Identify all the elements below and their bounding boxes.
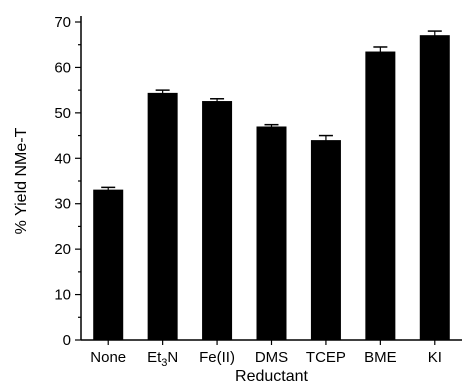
bar <box>147 92 178 341</box>
bars <box>93 30 450 341</box>
y-tick-label: 60 <box>54 59 71 76</box>
bar <box>93 189 124 340</box>
y-axis-title: % Yield NMe-T <box>13 127 30 234</box>
x-tick-label: DMS <box>255 349 288 366</box>
x-tick-labels: None Et3N Fe(II) DMS TCEP BME KI <box>90 349 442 369</box>
x-axis-title: Reductant <box>235 368 308 385</box>
bar <box>256 126 287 340</box>
y-tick-label: 0 <box>63 332 71 349</box>
y-tick-label: 20 <box>54 241 71 258</box>
y-tick-label: 70 <box>54 14 71 31</box>
y-tick-label: 30 <box>54 196 71 213</box>
x-tick-label: Fe(II) <box>199 349 235 366</box>
x-tick-label: KI <box>428 349 442 366</box>
y-tick-label: 10 <box>54 287 71 304</box>
axes <box>75 16 462 345</box>
x-tick-label: Et3N <box>147 349 178 369</box>
x-tick-label: TCEP <box>306 349 346 366</box>
y-tick-label: 50 <box>54 105 71 122</box>
bar <box>202 101 233 340</box>
bar <box>365 51 396 341</box>
bar <box>419 35 450 340</box>
x-tick-label: None <box>90 349 126 366</box>
bar <box>310 140 341 340</box>
x-tick-label: BME <box>364 349 397 366</box>
y-tick-labels: 0 10 20 30 40 50 60 70 <box>54 14 71 349</box>
y-tick-label: 40 <box>54 150 71 167</box>
